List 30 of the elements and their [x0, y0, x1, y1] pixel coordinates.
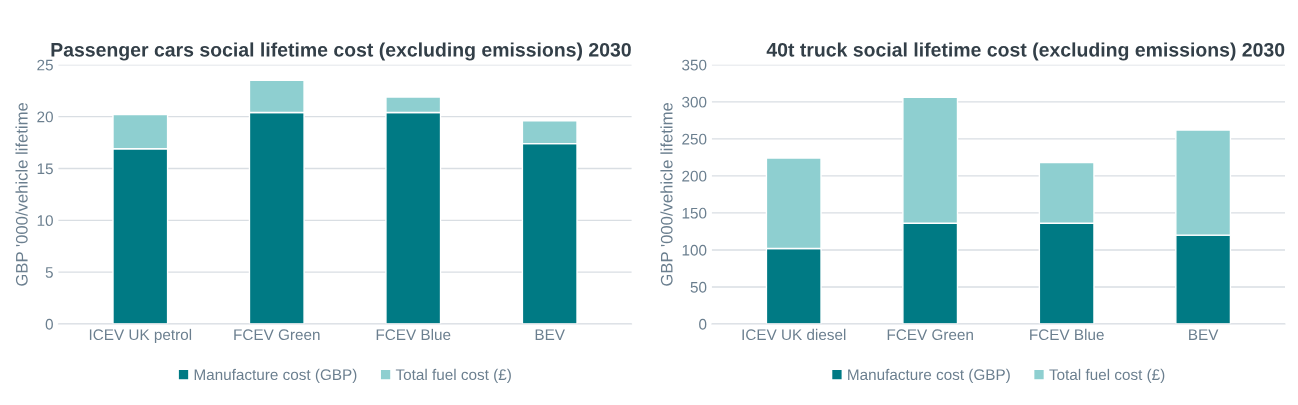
x-tick-label: ICEV UK diesel: [742, 328, 846, 341]
y-tick-label: 25: [37, 59, 53, 71]
y-tick-label: 200: [682, 170, 707, 182]
x-tick-label: FCEV Blue: [376, 328, 451, 341]
x-tick-label: FCEV Green: [234, 329, 320, 341]
x-tick-label: BEV: [1189, 329, 1219, 340]
legend-label: Manufacture cost (GBP): [194, 368, 357, 384]
y-tick-label: 10: [37, 215, 53, 227]
x-tick-label: ICEV UK petrol: [89, 328, 192, 344]
y-axis-title: GBP '000/vehicle lifetime: [660, 102, 673, 286]
x-tick-label: BEV: [535, 329, 565, 340]
y-tick-label: 5: [45, 267, 53, 278]
legend-label: Total fuel cost (£): [1049, 368, 1165, 384]
y-tick-label: 0: [699, 318, 707, 330]
y-tick-label: 300: [682, 96, 707, 108]
x-tick-label: FCEV Green: [887, 329, 973, 341]
y-tick-label: 0: [45, 318, 53, 330]
legend-label: Manufacture cost (GBP): [848, 368, 1010, 384]
y-tick-label: 350: [682, 59, 707, 71]
legend-label: Total fuel cost (£): [395, 368, 511, 384]
x-tick-label: FCEV Blue: [1030, 328, 1104, 341]
chart-title: Passenger cars social lifetime cost (excluding emissions) 2030: [51, 42, 631, 61]
y-tick-label: 15: [37, 163, 53, 175]
y-tick-label: 150: [682, 207, 707, 219]
chart-title: 40t truck social lifetime cost (excluding emissions) 2030: [766, 42, 1285, 61]
y-axis-title: GBP '000/vehicle lifetime: [15, 102, 28, 286]
y-tick-label: 50: [690, 281, 707, 293]
y-tick-label: 250: [682, 133, 707, 145]
y-tick-label: 20: [37, 111, 53, 123]
y-tick-label: 100: [682, 244, 707, 256]
